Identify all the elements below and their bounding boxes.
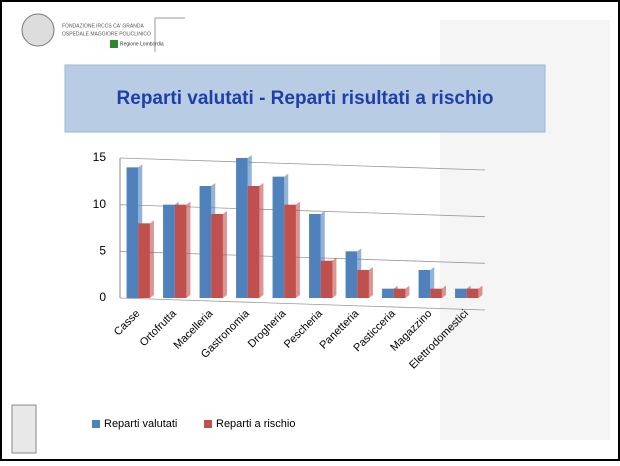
chart-title: Reparti valutati - Reparti risultati a r… [117,88,494,109]
y-tick-label: 5 [99,244,106,258]
bar [467,289,479,298]
bar [163,205,175,298]
bar [138,223,150,298]
bar [419,270,431,298]
bar [382,289,394,298]
y-tick-label: 0 [99,290,106,304]
header-line: OSPEDALE MAGGIORE POLICLINICO [62,31,151,37]
bar [284,205,296,298]
region-logo [110,40,118,48]
bar-side [223,211,227,298]
header-line: FONDAZIONE IRCCS CA' GRANDA [62,23,144,29]
bar-side [369,267,373,298]
bar [455,289,467,298]
bar [273,177,285,298]
bar [430,289,442,298]
logo [22,14,54,46]
bar-side [332,258,336,298]
bar [248,186,260,298]
legend-label: Reparti valutati [104,418,177,430]
bar-side [150,220,154,298]
legend-label: Reparti a rischio [216,418,295,430]
bar [309,214,321,298]
region-name: Regione Lombardia [120,41,164,47]
bar [321,261,333,298]
bar [346,251,358,298]
bar [200,186,212,298]
legend-swatch [92,420,100,428]
bar [211,214,223,298]
bar [394,289,406,298]
bar-side [296,202,300,298]
bar [175,205,187,298]
slide: FONDAZIONE IRCCS CA' GRANDA OSPEDALE MAG… [0,0,620,461]
bar-side [259,183,263,298]
side-logo [12,405,36,453]
y-tick-label: 15 [93,150,107,164]
y-tick-label: 10 [93,197,107,211]
legend-swatch [204,420,212,428]
bar-side [186,202,190,298]
bar [127,167,139,298]
bar [357,270,369,298]
bar [236,158,248,298]
